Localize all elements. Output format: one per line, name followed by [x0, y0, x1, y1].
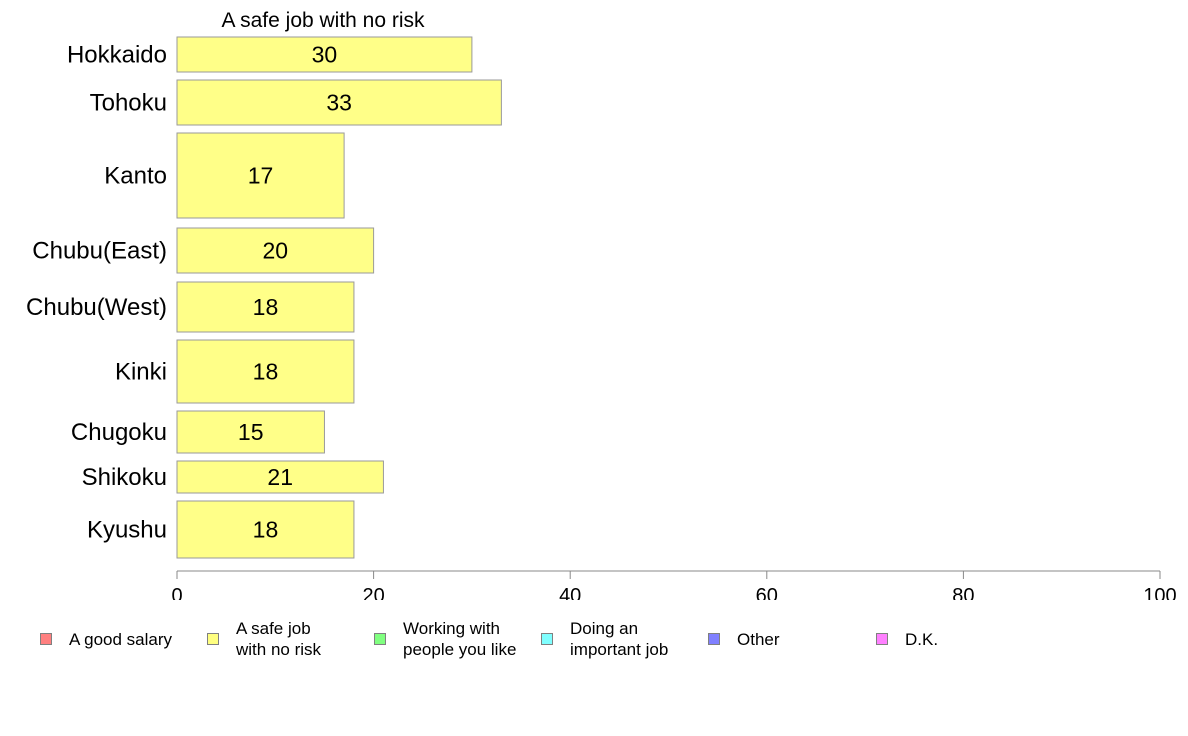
- x-tick-label: 80: [952, 585, 974, 600]
- x-tick-label: 60: [756, 585, 778, 600]
- x-tick-label: 100: [1143, 585, 1176, 600]
- legend-swatch: [207, 633, 219, 645]
- bar: [176, 410, 325, 454]
- x-tick-label: 20: [362, 585, 384, 600]
- legend-label: A safe job with no risk: [236, 619, 322, 659]
- x-axis: 0 20 40 60 80 100: [171, 570, 1177, 600]
- bar: [176, 339, 355, 404]
- data-label: 30: [312, 42, 338, 68]
- legend-label: Other: [737, 630, 780, 649]
- legend-label: D.K.: [905, 630, 939, 649]
- bar-chart: A safe job with no risk 30 Hokkaido 33 Toho…: [26, 9, 1177, 600]
- bars-layer: 30 Hokkaido 33 Tohoku 17 Kanto 20 Chubu(East) 18…: [26, 36, 502, 559]
- category-label: Kyushu: [87, 517, 167, 544]
- category-label: Shikoku: [82, 464, 167, 491]
- category-label: Chugoku: [71, 419, 167, 446]
- legend-item-important-job: Doing an important job: [541, 618, 668, 660]
- category-label: Tohoku: [90, 90, 167, 117]
- bar: [176, 79, 502, 126]
- legend-item-safe-job: A safe job with no risk: [207, 618, 321, 660]
- bar: [176, 36, 473, 73]
- legend: A good salary A safe job with no risk Wo…: [0, 618, 1188, 678]
- category-label: Hokkaido: [67, 42, 167, 69]
- legend-label: A good salary: [69, 630, 173, 649]
- legend-swatch: [541, 633, 553, 645]
- data-label: 18: [253, 294, 279, 320]
- data-label: 18: [253, 359, 279, 385]
- chart-title: A safe job with no risk: [221, 9, 425, 32]
- x-tick-label: 0: [171, 585, 182, 600]
- bar: [176, 500, 355, 559]
- bar: [176, 132, 345, 219]
- legend-item-working-with-people: Working with people you like: [374, 618, 516, 660]
- category-label: Chubu(East): [32, 238, 167, 265]
- data-label: 17: [248, 163, 274, 189]
- data-label: 20: [263, 238, 289, 264]
- category-label: Chubu(West): [26, 294, 167, 321]
- data-label: 15: [238, 419, 264, 445]
- x-tick-label: 40: [559, 585, 581, 600]
- legend-swatch: [374, 633, 386, 645]
- legend-swatch: [708, 633, 720, 645]
- legend-swatch: [40, 633, 52, 645]
- legend-item-good-salary: A good salary: [40, 618, 172, 650]
- legend-item-other: Other: [708, 618, 780, 650]
- category-label: Kanto: [104, 163, 167, 190]
- bar: [176, 227, 375, 274]
- legend-label: Doing an important job: [570, 619, 669, 659]
- bar: [176, 460, 384, 494]
- legend-swatch: [876, 633, 888, 645]
- data-label: 33: [326, 90, 352, 116]
- data-label: 21: [267, 464, 293, 490]
- legend-label: Working with people you like: [403, 619, 517, 659]
- legend-item-dk: D.K.: [876, 618, 938, 650]
- category-label: Kinki: [115, 359, 167, 386]
- data-label: 18: [253, 517, 279, 543]
- bar: [176, 281, 355, 333]
